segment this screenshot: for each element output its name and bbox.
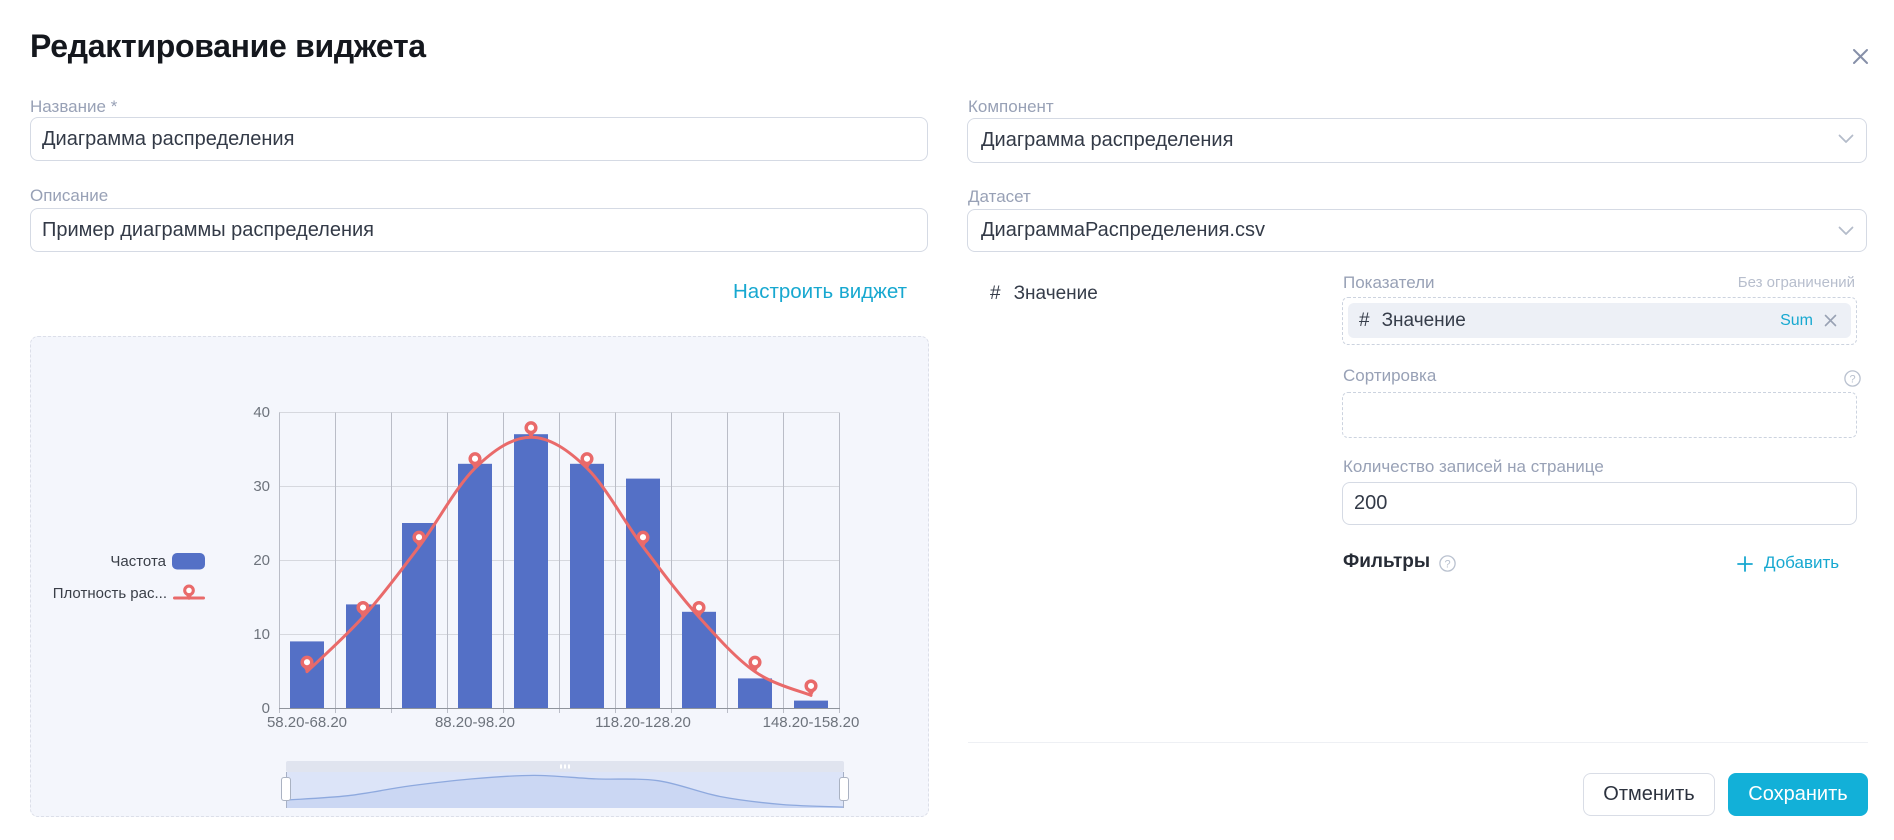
svg-text:118.20-128.20: 118.20-128.20 [595,714,691,731]
svg-text:Частота: Частота [110,553,166,570]
svg-text:Плотность рас...: Плотность рас... [53,585,167,602]
svg-text:10: 10 [253,626,270,643]
svg-text:?: ? [1849,374,1855,386]
svg-text:88.20-98.20: 88.20-98.20 [435,714,515,731]
svg-text:0: 0 [262,700,270,717]
svg-text:40: 40 [253,404,270,421]
svg-text:20: 20 [253,552,270,569]
svg-text:148.20-158.20: 148.20-158.20 [763,714,860,731]
svg-text:?: ? [1444,559,1450,571]
svg-text:30: 30 [253,478,270,495]
svg-text:58.20-68.20: 58.20-68.20 [267,714,347,731]
